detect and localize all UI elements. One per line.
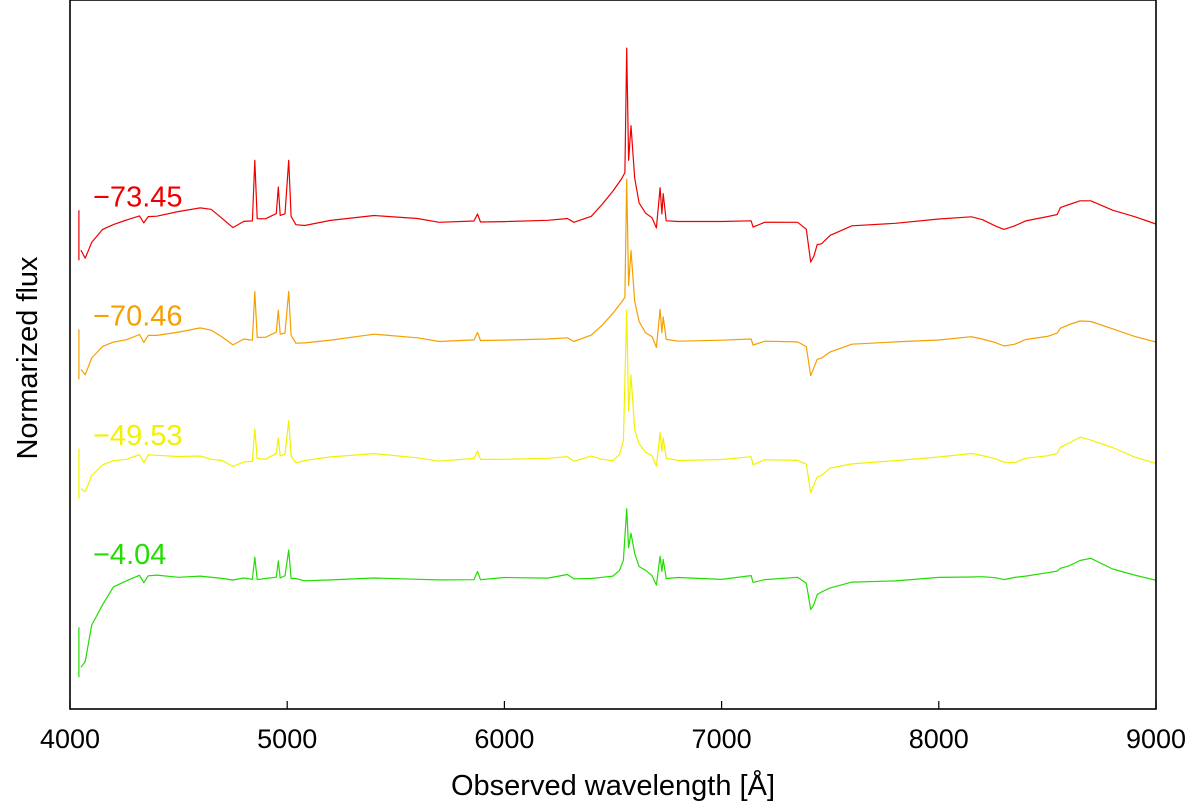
series-layer	[78, 47, 1156, 678]
series-label-layer: −4.04 −49.53 −70.46 −73.45	[93, 181, 183, 570]
x-axis-title: Observed wavelength [Å]	[451, 769, 775, 802]
series-line-70.46	[78, 178, 1156, 380]
x-tick-layer: 4000 5000 6000 7000 8000 9000	[40, 701, 1186, 754]
plot-frame	[69, 0, 1157, 710]
x-tick-label-5000: 5000	[257, 724, 317, 754]
series-label-49.53: −49.53	[93, 420, 183, 452]
series-line-4.04	[78, 508, 1156, 678]
x-tick-label-7000: 7000	[692, 724, 752, 754]
series-label-4.04: −4.04	[93, 539, 166, 571]
x-tick-label-8000: 8000	[909, 724, 969, 754]
series-label-73.45: −73.45	[93, 181, 183, 213]
series-line-49.53	[78, 309, 1156, 499]
series-label-70.46: −70.46	[93, 301, 183, 333]
x-tick-label-4000: 4000	[40, 724, 100, 754]
x-tick-label-9000: 9000	[1126, 724, 1186, 754]
y-axis-title: Normarized flux	[12, 256, 44, 460]
series-line-73.45	[78, 47, 1156, 263]
x-tick-label-6000: 6000	[474, 724, 534, 754]
